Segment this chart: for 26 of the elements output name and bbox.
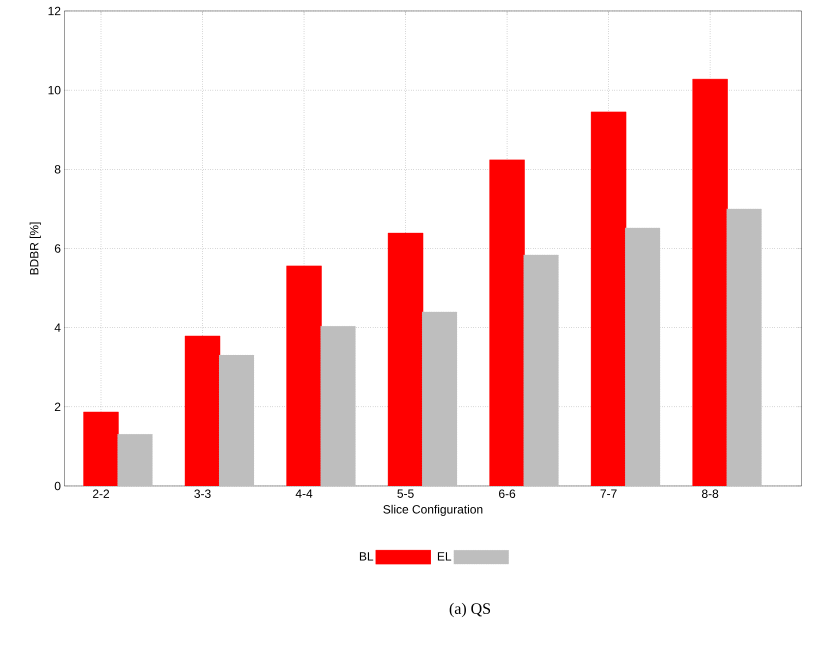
bar [320,326,356,486]
y-axis-title: BDBR [%] [30,222,41,274]
bar [422,312,458,486]
y-tick-label: 12 [48,6,60,16]
legend-label: BL [360,552,374,560]
x-tick-label: 4-4 [296,490,312,498]
y-tick-label: 10 [48,86,60,94]
text: (a) QS [450,602,490,618]
y-tick-label: 8 [54,165,60,174]
bar [523,254,559,486]
bar [624,228,660,486]
x-tick-label: 3-3 [194,490,211,498]
y-tick-label: 0 [54,482,60,490]
x-tick-label: 6-6 [499,490,516,498]
x-axis-title: Slice Configuration [383,504,482,516]
y-tick-label: 6 [54,244,60,253]
x-tick-label: 5-5 [397,490,414,498]
x-tick-label: 7-7 [600,490,617,498]
bar [117,434,153,486]
y-tick-label: 2 [54,402,60,411]
bar [218,354,254,486]
legend-label: EL [438,552,452,560]
y-tick-label: 4 [54,324,61,332]
bar [726,208,762,486]
x-tick-label: 2-2 [92,490,110,498]
x-tick-label: 8-8 [702,490,718,498]
